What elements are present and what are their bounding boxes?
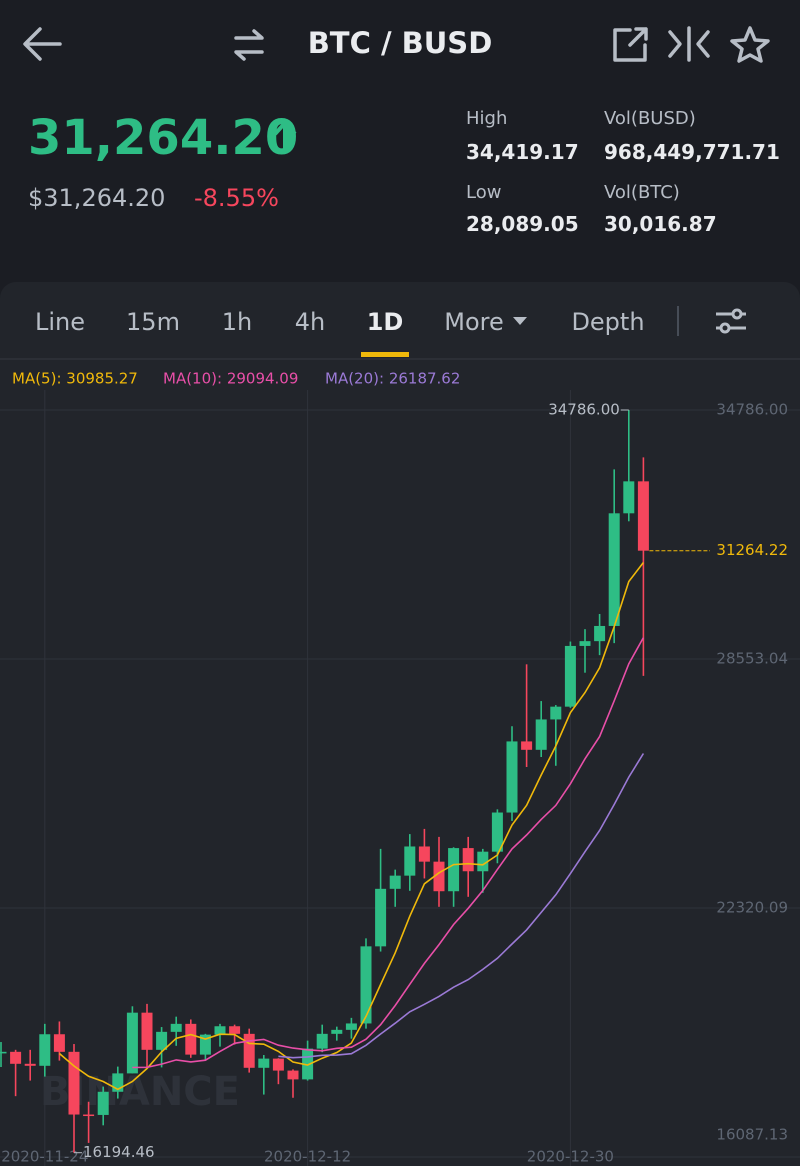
- candle-body: [287, 1070, 299, 1080]
- price-change: -8.55%: [194, 184, 279, 212]
- legend-entry: MA(5): 30985.27: [12, 370, 138, 388]
- legend-entry: MA(10): 29094.09: [163, 370, 298, 388]
- tab[interactable]: 15m: [126, 308, 180, 336]
- candle-body: [389, 875, 401, 889]
- tab[interactable]: 1D: [367, 308, 404, 336]
- candle-body: [170, 1023, 182, 1032]
- candle-body: [550, 706, 562, 720]
- settings-button[interactable]: [716, 308, 746, 334]
- legend-entry: MA(20): 26187.62: [325, 370, 460, 388]
- candle-body: [579, 641, 591, 646]
- external-link-button[interactable]: [613, 27, 648, 62]
- candle-body: [535, 719, 547, 750]
- candle-body: [0, 1051, 7, 1054]
- candle-body: [623, 481, 635, 514]
- ma-line: [58, 562, 645, 1091]
- y-tick-label: 22320.09: [716, 898, 788, 916]
- candle-body: [302, 1048, 314, 1080]
- candle-body: [360, 946, 372, 1024]
- candle-body: [229, 1026, 241, 1034]
- candlestick-chart: BINANCE34786.0028553.0422320.0916087.132…: [0, 370, 800, 1166]
- compare-button[interactable]: [668, 26, 710, 62]
- candle-body: [316, 1033, 328, 1049]
- candle-body: [156, 1031, 168, 1050]
- candle-body: [39, 1034, 51, 1066]
- stat-label: Vol(BUSD): [604, 108, 696, 129]
- candle-body: [214, 1026, 226, 1035]
- x-tick-label: 2020-12-12: [264, 1148, 351, 1166]
- favorite-button[interactable]: [730, 26, 770, 63]
- candle-body: [418, 846, 430, 862]
- candle-body: [243, 1033, 255, 1068]
- low-label: 16194.46: [83, 1143, 155, 1161]
- high-label: 34786.00: [548, 401, 620, 419]
- candle-body: [477, 851, 489, 872]
- stat-label: Vol(BTC): [604, 182, 680, 203]
- candle-body: [375, 888, 387, 947]
- candle-body: [24, 1063, 36, 1066]
- candle-body: [112, 1073, 124, 1092]
- candle-body: [141, 1012, 153, 1050]
- candle-body: [564, 645, 576, 707]
- candle-body: [594, 625, 606, 642]
- tab[interactable]: 1h: [222, 308, 252, 336]
- candle-body: [448, 848, 460, 892]
- stat-value: 968,449,771.71: [604, 140, 780, 164]
- candle-body: [97, 1091, 109, 1115]
- stat-label: High: [466, 108, 508, 129]
- interval-tabs: Line 15m 1h 4h 1D More Depth: [0, 306, 800, 360]
- x-tick-label: 2020-11-24: [1, 1148, 88, 1166]
- stat-value: 30,016.87: [604, 212, 717, 236]
- candle-body: [462, 848, 474, 872]
- stat-value: 34,419.17: [466, 140, 579, 164]
- y-tick-label: 16087.13: [716, 1126, 788, 1144]
- header-icons: [23, 26, 770, 63]
- up-arrow: [273, 120, 297, 152]
- stat-value: 28,089.05: [466, 212, 579, 236]
- pair-title: BTC / BUSD: [307, 26, 493, 60]
- ma-line: [278, 753, 645, 1059]
- last-price-label: 31264.22: [716, 541, 788, 559]
- tab[interactable]: 4h: [295, 308, 325, 336]
- candle-body: [433, 861, 445, 892]
- candle-body: [521, 741, 533, 750]
- candle-body: [345, 1023, 357, 1030]
- candle-body: [10, 1051, 22, 1064]
- y-tick-label: 34786.00: [716, 401, 788, 419]
- x-tick-label: 2020-12-30: [527, 1148, 614, 1166]
- candle-body: [331, 1029, 343, 1034]
- back-button[interactable]: [23, 27, 62, 61]
- candle-body: [272, 1058, 284, 1071]
- candle-body: [53, 1034, 65, 1052]
- y-tick-label: 28553.04: [716, 650, 788, 668]
- tab[interactable]: Line: [35, 308, 85, 336]
- candle-body: [126, 1012, 138, 1074]
- ma-line: [132, 637, 645, 1069]
- active-tab-indicator: [361, 352, 409, 357]
- candle-body: [506, 741, 518, 813]
- tab[interactable]: More: [444, 308, 504, 336]
- stat-label: Low: [466, 182, 502, 203]
- last-price: 31,264.20: [28, 110, 299, 166]
- candle-body: [637, 481, 649, 551]
- candle-body: [491, 812, 503, 852]
- candle-body: [199, 1034, 211, 1055]
- candle-body: [185, 1023, 197, 1055]
- candle-body: [83, 1114, 95, 1117]
- tab[interactable]: Depth: [571, 308, 644, 336]
- usd-price: $31,264.20: [28, 184, 166, 212]
- candle-body: [258, 1058, 270, 1068]
- dropdown-arrow: [513, 317, 527, 325]
- candle-body: [608, 513, 620, 626]
- candle-body: [404, 846, 416, 876]
- candle-body: [68, 1051, 80, 1115]
- swap-icon: [234, 29, 264, 61]
